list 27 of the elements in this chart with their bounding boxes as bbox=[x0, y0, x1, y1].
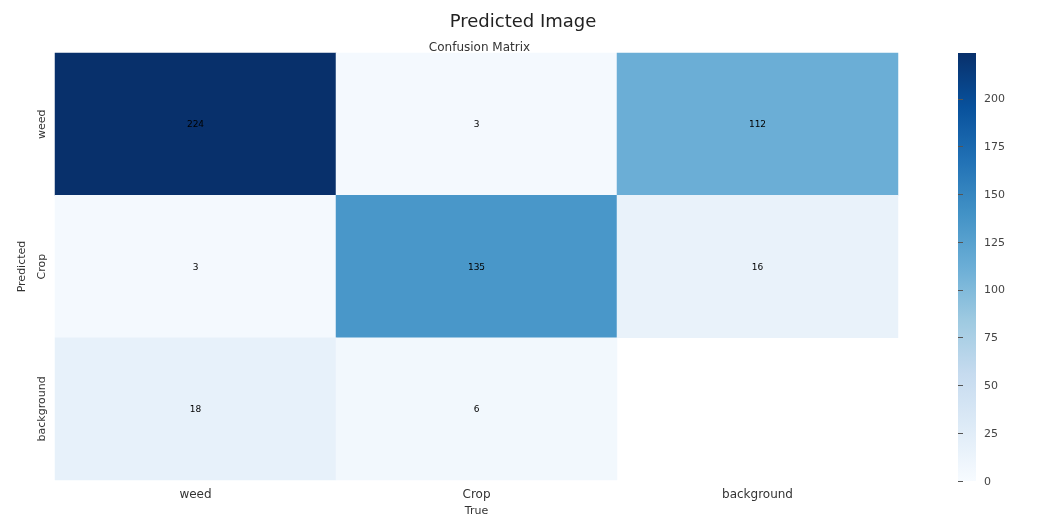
y-axis-title: Predicted bbox=[15, 240, 28, 293]
chart-subtitle: Confusion Matrix bbox=[428, 40, 531, 54]
data-label: 18 bbox=[189, 403, 202, 414]
color-bar-label: 25 bbox=[984, 426, 998, 440]
chart-title: Predicted Image bbox=[449, 9, 597, 31]
data-label: 3 bbox=[192, 261, 199, 272]
data-label: 224 bbox=[186, 119, 205, 130]
x-axis-title: True bbox=[463, 504, 489, 517]
data-label: 112 bbox=[748, 119, 767, 130]
x-tick-label: weed bbox=[179, 487, 212, 502]
color-bar-label: 150 bbox=[984, 187, 1005, 201]
data-label: 3 bbox=[473, 119, 480, 130]
x-tick-label: background bbox=[722, 487, 793, 502]
color-bar-label: 0 bbox=[984, 474, 991, 488]
x-tick-label: Crop bbox=[462, 487, 491, 502]
color-bar-label: 125 bbox=[984, 235, 1005, 249]
data-label: 6 bbox=[473, 403, 480, 414]
color-bar-label: 175 bbox=[984, 140, 1005, 154]
color-bar-label: 200 bbox=[984, 92, 1005, 106]
color-bar-label: 75 bbox=[984, 331, 998, 345]
data-label: 16 bbox=[751, 261, 764, 272]
data-label: 135 bbox=[467, 261, 486, 272]
y-tick-label: Crop bbox=[35, 253, 48, 280]
y-tick-label: background bbox=[35, 376, 48, 442]
y-tick-label: weed bbox=[35, 109, 48, 139]
color-bar-label: 100 bbox=[984, 283, 1005, 297]
color-bar-label: 50 bbox=[984, 378, 998, 392]
